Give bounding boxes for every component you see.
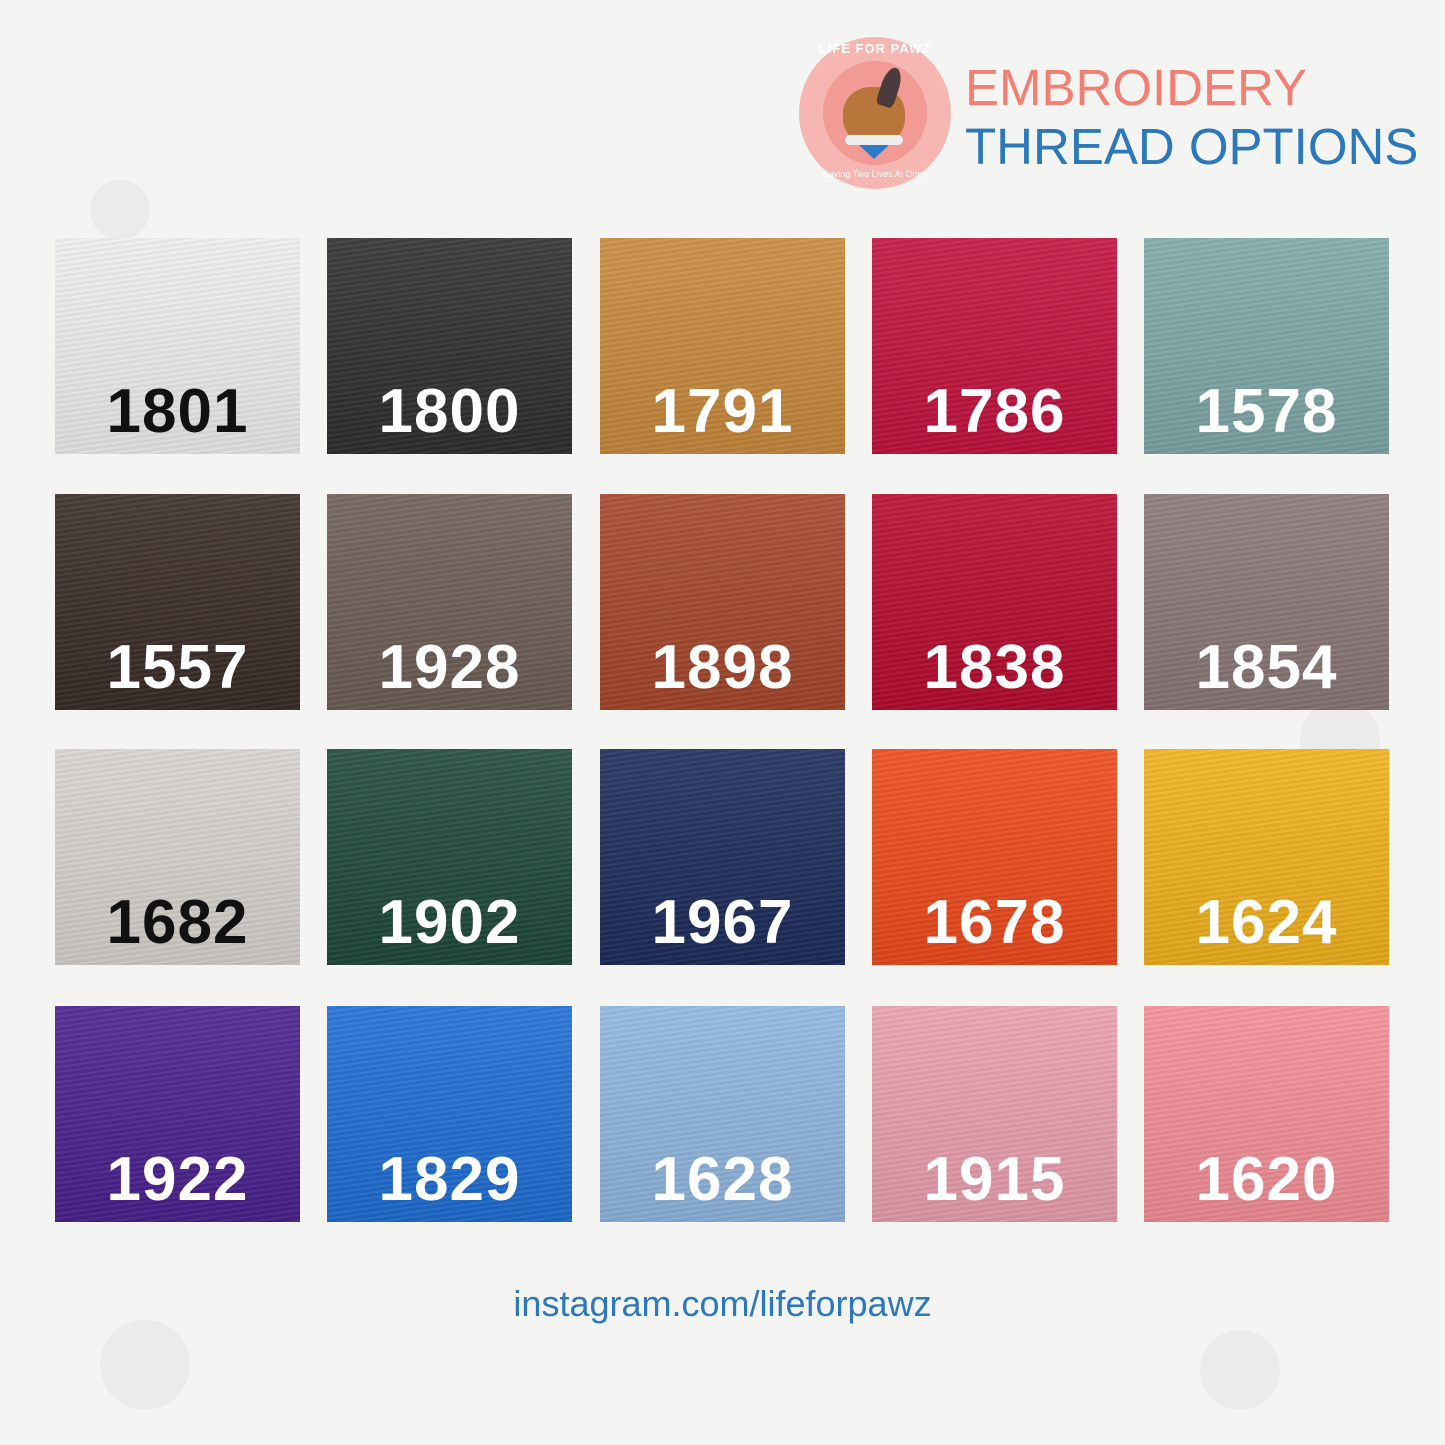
thread-code: 1620	[1195, 1145, 1338, 1214]
thread-code: 1678	[923, 888, 1066, 957]
thread-code: 1801	[106, 377, 249, 446]
thread-swatch-1578: 1578	[1144, 238, 1389, 454]
thread-swatch-1898: 1898	[600, 494, 845, 710]
thread-code: 1928	[378, 633, 521, 702]
thread-code: 1854	[1195, 633, 1338, 702]
title-line-2: THREAD OPTIONS	[965, 118, 1419, 175]
thread-code: 1624	[1195, 888, 1338, 957]
thread-code: 1967	[651, 888, 794, 957]
thread-code: 1682	[106, 888, 249, 957]
thread-swatch-1854: 1854	[1144, 494, 1389, 710]
thread-swatch-1791: 1791	[600, 238, 845, 454]
life-for-pawz-logo: LIFE FOR PAWZ Saving Two Lives At Once	[799, 37, 951, 189]
thread-swatch-1682: 1682	[55, 749, 300, 965]
thread-swatch-1922: 1922	[55, 1006, 300, 1222]
thread-code: 1800	[378, 377, 521, 446]
logo-tagline: Saving Two Lives At Once	[822, 169, 928, 179]
thread-swatch-1801: 1801	[55, 238, 300, 454]
paw-decoration	[90, 180, 150, 240]
thread-swatch-1678: 1678	[872, 749, 1117, 965]
thread-swatch-1915: 1915	[872, 1006, 1117, 1222]
thread-code: 1829	[378, 1145, 521, 1214]
thread-code: 1898	[651, 633, 794, 702]
thread-swatch-1620: 1620	[1144, 1006, 1389, 1222]
thread-code: 1902	[378, 888, 521, 957]
paw-decoration	[100, 1320, 190, 1410]
thread-code: 1786	[923, 377, 1066, 446]
thread-code: 1557	[106, 633, 249, 702]
thread-swatch-1838: 1838	[872, 494, 1117, 710]
thread-swatch-1557: 1557	[55, 494, 300, 710]
thread-swatch-1628: 1628	[600, 1006, 845, 1222]
thread-swatch-1902: 1902	[327, 749, 572, 965]
thread-swatch-1786: 1786	[872, 238, 1117, 454]
thread-code: 1838	[923, 633, 1066, 702]
thread-code: 1915	[923, 1145, 1066, 1214]
thread-code: 1791	[651, 377, 794, 446]
thread-swatch-1928: 1928	[327, 494, 572, 710]
logo-top-text: LIFE FOR PAWZ	[818, 41, 932, 56]
thread-code: 1922	[106, 1145, 249, 1214]
thread-swatch-1967: 1967	[600, 749, 845, 965]
thread-swatch-1624: 1624	[1144, 749, 1389, 965]
instagram-link[interactable]: instagram.com/lifeforpawz	[513, 1283, 932, 1324]
thread-swatch-1800: 1800	[327, 238, 572, 454]
paw-decoration	[1200, 1330, 1280, 1410]
thread-swatch-1829: 1829	[327, 1006, 572, 1222]
thread-code: 1578	[1195, 377, 1338, 446]
title-line-1: EMBROIDERY	[965, 59, 1307, 116]
thread-code: 1628	[651, 1145, 794, 1214]
bone-icon	[845, 135, 903, 145]
